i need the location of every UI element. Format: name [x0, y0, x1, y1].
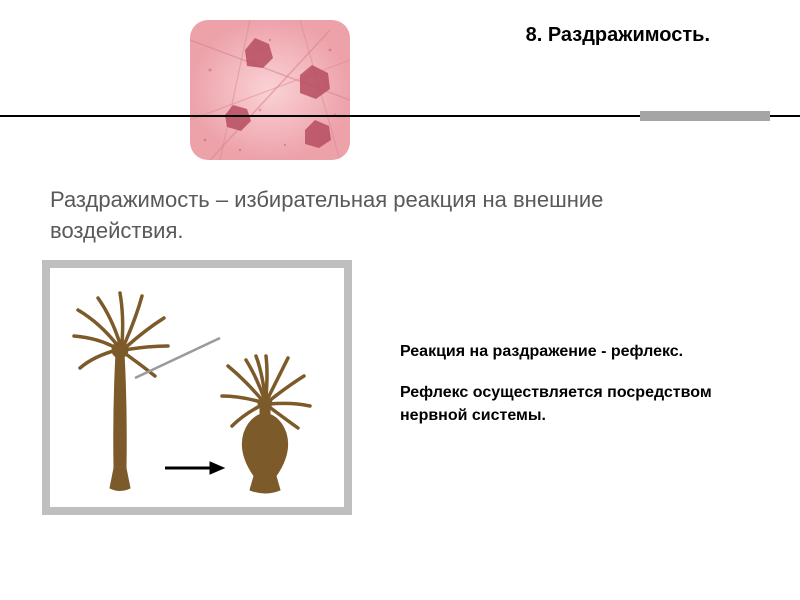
- hydra-reflex-diagram: [42, 260, 352, 515]
- reflex-description: Реакция на раздражение - рефлекс. Рефлек…: [400, 340, 760, 428]
- neuron-microscopy-image: [190, 20, 350, 160]
- reflex-line-2: Рефлекс осуществляется посредством нервн…: [400, 381, 760, 427]
- page-title: 8. Раздражимость.: [526, 24, 710, 47]
- divider-accent: [640, 111, 770, 121]
- reflex-line-1: Реакция на раздражение - рефлекс.: [400, 340, 760, 363]
- definition-text: Раздражимость – избирательная реакция на…: [50, 185, 690, 247]
